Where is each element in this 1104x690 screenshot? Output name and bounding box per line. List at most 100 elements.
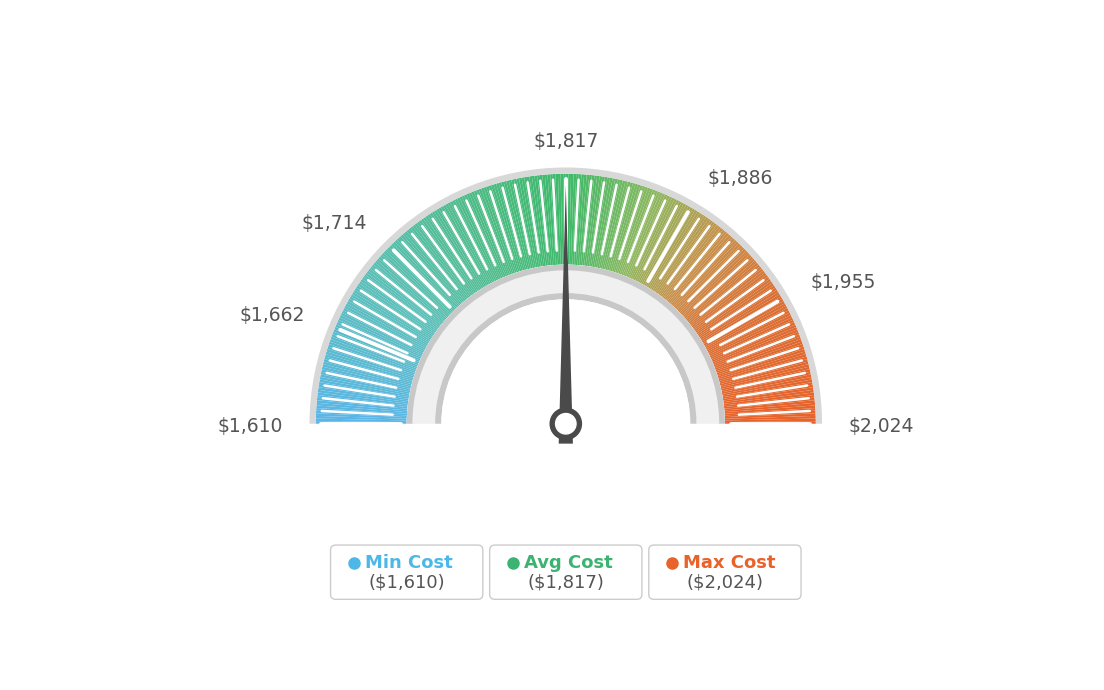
Wedge shape (715, 339, 802, 371)
Wedge shape (467, 193, 505, 277)
Wedge shape (486, 186, 517, 273)
Wedge shape (654, 215, 707, 292)
Wedge shape (679, 249, 746, 314)
Wedge shape (379, 257, 447, 319)
Wedge shape (693, 275, 768, 331)
Wedge shape (332, 332, 418, 366)
Wedge shape (517, 178, 535, 268)
Circle shape (550, 408, 582, 440)
Wedge shape (367, 270, 440, 328)
Text: ($1,610): ($1,610) (369, 573, 445, 591)
Wedge shape (501, 181, 527, 270)
Wedge shape (436, 208, 485, 288)
Wedge shape (413, 224, 469, 298)
Wedge shape (440, 206, 488, 286)
Wedge shape (321, 366, 411, 389)
Wedge shape (326, 351, 414, 380)
Wedge shape (471, 191, 507, 277)
Wedge shape (639, 202, 684, 284)
Wedge shape (328, 344, 415, 375)
Wedge shape (723, 393, 814, 406)
Wedge shape (673, 239, 737, 308)
Wedge shape (719, 354, 807, 381)
Wedge shape (329, 342, 415, 373)
Wedge shape (388, 247, 454, 313)
Wedge shape (724, 400, 815, 411)
Wedge shape (317, 400, 407, 411)
Wedge shape (445, 204, 490, 284)
Wedge shape (634, 197, 675, 281)
Wedge shape (389, 245, 455, 311)
Wedge shape (715, 337, 802, 370)
Wedge shape (442, 299, 690, 424)
Wedge shape (336, 324, 420, 362)
Wedge shape (519, 177, 538, 268)
Wedge shape (723, 390, 814, 404)
Wedge shape (491, 184, 520, 272)
Wedge shape (558, 174, 562, 265)
Wedge shape (545, 175, 554, 265)
Wedge shape (346, 304, 426, 348)
Text: $2,024: $2,024 (849, 417, 914, 436)
Wedge shape (716, 342, 803, 373)
Wedge shape (375, 260, 445, 321)
Wedge shape (721, 369, 810, 391)
Wedge shape (416, 221, 473, 296)
Wedge shape (593, 177, 611, 267)
Wedge shape (688, 262, 758, 322)
Wedge shape (358, 283, 434, 336)
Wedge shape (571, 174, 576, 265)
Wedge shape (513, 179, 534, 268)
Wedge shape (434, 210, 484, 288)
Wedge shape (724, 413, 816, 419)
Wedge shape (651, 213, 702, 290)
Wedge shape (619, 188, 652, 275)
Wedge shape (724, 395, 815, 407)
Wedge shape (725, 421, 816, 424)
Wedge shape (676, 244, 741, 310)
Wedge shape (353, 290, 432, 340)
Wedge shape (686, 258, 755, 319)
Wedge shape (724, 406, 816, 414)
Wedge shape (627, 193, 665, 277)
Wedge shape (453, 200, 495, 282)
Wedge shape (635, 199, 677, 282)
Wedge shape (347, 301, 427, 347)
Wedge shape (644, 206, 691, 286)
Wedge shape (583, 175, 595, 266)
Wedge shape (718, 351, 806, 380)
Wedge shape (371, 264, 443, 324)
Wedge shape (724, 408, 816, 415)
Wedge shape (658, 220, 713, 295)
Wedge shape (457, 197, 498, 281)
Wedge shape (719, 357, 807, 382)
Wedge shape (396, 238, 459, 306)
Wedge shape (363, 275, 438, 331)
Wedge shape (376, 258, 446, 319)
Wedge shape (591, 177, 607, 267)
Wedge shape (614, 185, 643, 273)
Wedge shape (687, 260, 756, 321)
Wedge shape (577, 175, 586, 265)
Wedge shape (637, 200, 679, 282)
Wedge shape (333, 329, 418, 365)
Wedge shape (722, 377, 811, 395)
Wedge shape (479, 188, 512, 275)
Wedge shape (671, 236, 733, 306)
Wedge shape (696, 279, 771, 333)
Wedge shape (427, 214, 479, 291)
Wedge shape (323, 359, 412, 384)
Wedge shape (411, 226, 468, 299)
Wedge shape (723, 382, 813, 399)
Wedge shape (401, 235, 461, 304)
Wedge shape (646, 207, 693, 287)
Wedge shape (615, 186, 646, 273)
Wedge shape (316, 421, 406, 424)
Wedge shape (657, 219, 711, 294)
Text: Max Cost: Max Cost (683, 554, 776, 573)
Wedge shape (712, 327, 797, 364)
FancyBboxPatch shape (330, 545, 482, 600)
Wedge shape (581, 175, 592, 266)
Wedge shape (316, 419, 406, 422)
Wedge shape (499, 182, 524, 270)
